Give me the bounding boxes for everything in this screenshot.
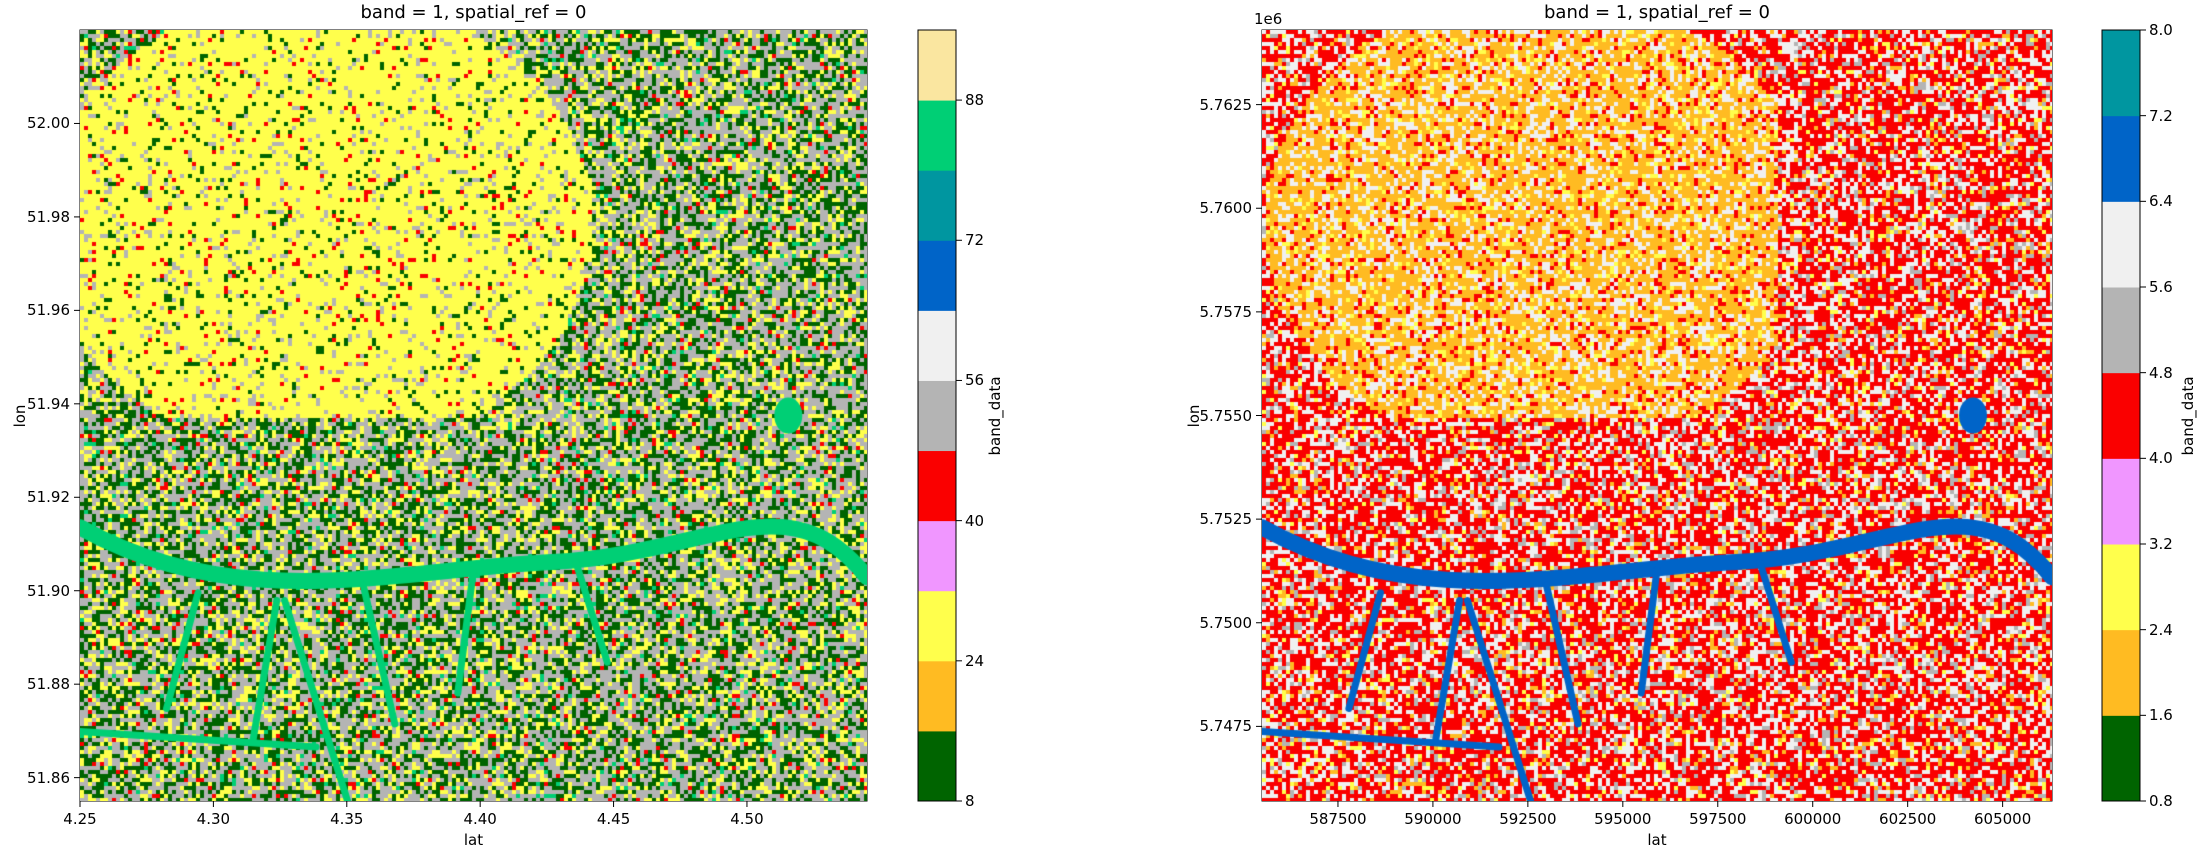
x-tick-label: 597500 <box>1689 810 1747 828</box>
colorbar-tick-label: 8.0 <box>2149 21 2173 39</box>
colorbar-tick-label: 5.6 <box>2149 278 2173 296</box>
colorbar-tick-label: 56 <box>965 371 985 390</box>
x-axis-label: lat <box>1647 831 1667 849</box>
x-tick-label: 590000 <box>1404 810 1462 828</box>
colorbar-segment <box>918 310 956 381</box>
x-tick-label: 4.50 <box>730 810 764 828</box>
colorbar-segment <box>2102 458 2140 545</box>
colorbar-tick-label: 40 <box>965 511 985 530</box>
chart-canvas <box>74 29 962 807</box>
colorbar-segment <box>918 170 956 241</box>
x-axis-label: lat <box>463 831 484 849</box>
x-tick-label: 600000 <box>1784 810 1842 828</box>
raster-image <box>1262 30 2052 801</box>
colorbar-segment <box>2102 544 2140 631</box>
colorbar-tick-label: 4.0 <box>2149 449 2173 468</box>
y-tick-label: 51.88 <box>27 675 70 694</box>
colorbar-label: band_data <box>2179 375 2197 456</box>
colorbar-frame <box>917 29 957 802</box>
x-tick-label: 605000 <box>1973 810 2032 828</box>
left-map-chart: 4.25 4.30 4.35 4.40 4.45 4.50 51.86 51.88 51.90 5… <box>0 0 1100 853</box>
chart-title: band = 1, spatial_ref = 0 <box>1543 2 1771 23</box>
colorbar-segment <box>918 450 956 522</box>
y-tick-label: 5.7625 <box>1199 95 1253 114</box>
raster-image <box>80 30 867 801</box>
colorbar-segment <box>2102 715 2140 802</box>
x-tick-label: 4.25 <box>63 810 97 828</box>
y-tick-label: 51.86 <box>27 768 70 787</box>
y-axis-label: lon <box>1185 404 1203 427</box>
y-tick-label: 51.94 <box>27 394 70 413</box>
colorbar-segment <box>2102 629 2140 716</box>
colorbar-segment <box>918 730 956 802</box>
x-tick-label: 587500 <box>1309 810 1367 828</box>
colorbar-tick-label: 7.2 <box>2149 106 2173 125</box>
colorbar-segment <box>918 660 956 732</box>
x-tick-label: 4.40 <box>463 810 497 828</box>
colorbar-tick-label: 24 <box>965 651 985 670</box>
colorbar-segment <box>2102 30 2140 117</box>
colorbar-segment <box>918 100 956 171</box>
colorbar-tick-label: 88 <box>965 91 985 110</box>
x-tick-label: 4.35 <box>330 810 364 828</box>
colorbar-tick-label: 72 <box>965 231 985 250</box>
x-tick-label: 602500 <box>1879 810 1937 828</box>
x-tick-label: 4.45 <box>596 810 631 828</box>
y-tick-label: 51.90 <box>27 581 70 600</box>
y-tick-label: 5.7500 <box>1199 613 1253 632</box>
x-tick-label: 592500 <box>1499 810 1557 828</box>
colorbar-segment <box>2102 201 2140 288</box>
colorbar-tick-label: 4.8 <box>2149 363 2173 382</box>
y-tick-label: 5.7525 <box>1199 510 1253 529</box>
colorbar-tick-label: 2.4 <box>2149 620 2173 639</box>
colorbar-tick-label: 3.2 <box>2149 535 2173 553</box>
y-tick-label: 51.96 <box>27 301 70 320</box>
colorbar-tick-label: 8 <box>965 792 975 810</box>
y-tick-label: 5.7475 <box>1199 717 1253 736</box>
colorbar-segment <box>918 520 956 592</box>
y-offset-label: 1e6 <box>1254 10 1283 28</box>
colorbar-tick-label: 0.8 <box>2149 792 2173 810</box>
colorbar-segment <box>918 380 956 452</box>
x-tick-label: 595000 <box>1594 810 1652 828</box>
colorbar-segment <box>2102 115 2140 202</box>
y-tick-label: 5.7600 <box>1199 199 1253 218</box>
x-tick-label: 4.30 <box>196 810 231 828</box>
y-tick-label: 51.92 <box>27 488 70 507</box>
colorbar-segment <box>918 30 956 101</box>
chart-title: band = 1, spatial_ref = 0 <box>360 2 587 23</box>
colorbar-tick-label: 6.4 <box>2149 192 2173 211</box>
colorbar-segment <box>918 590 956 662</box>
colorbar-segment <box>918 240 956 311</box>
colorbar-frame <box>2101 29 2141 802</box>
colorbar-segment <box>2102 372 2140 459</box>
y-tick-label: 52.00 <box>27 114 70 133</box>
y-tick-label: 51.98 <box>27 207 70 226</box>
y-tick-label: 5.7575 <box>1199 302 1253 321</box>
y-tick-label: 5.7550 <box>1199 406 1253 425</box>
colorbar-tick-label: 1.6 <box>2149 706 2173 725</box>
colorbar-segment <box>2102 287 2140 374</box>
